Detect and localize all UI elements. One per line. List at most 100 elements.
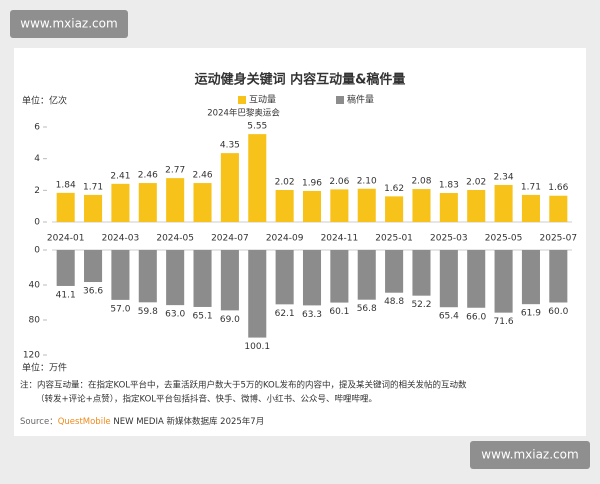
bar [302, 190, 322, 222]
value-label: 2.08 [411, 177, 431, 187]
y-axis-unit: 单位：亿次 [22, 95, 67, 107]
bar [330, 250, 349, 303]
value-label: 1.66 [548, 183, 568, 193]
bar [193, 250, 212, 307]
value-label: 1.71 [521, 182, 541, 192]
y2-axis-unit: 单位：万件 [22, 362, 67, 374]
x-tick-label: 2024-01 [47, 234, 85, 244]
y2-tick-label: 120 [23, 351, 40, 361]
value-label: 52.2 [411, 300, 431, 310]
value-label: 1.96 [302, 178, 322, 188]
bar [193, 183, 212, 222]
value-label: 100.1 [244, 342, 270, 352]
bar [549, 195, 568, 222]
note: 注：内容互动量：在指定KOL平台中，去重活跃用户数大于5万的KOL发布的内容中，… [20, 380, 467, 391]
bar [302, 250, 322, 306]
bar [467, 250, 486, 308]
source-text: NEW MEDIA 新媒体数据库 2025年7月 [111, 416, 265, 427]
bar [166, 250, 185, 306]
y-tick-label: 2 [34, 186, 40, 196]
watermark: www.mxiaz.com [481, 448, 578, 462]
value-label: 1.84 [56, 180, 76, 190]
value-label: 63.3 [302, 310, 322, 320]
bar [330, 189, 349, 222]
value-label: 61.9 [521, 309, 541, 319]
value-label: 2.10 [357, 176, 377, 186]
x-tick-label: 2025-07 [540, 234, 578, 244]
value-label: 48.8 [384, 297, 404, 307]
value-label: 2.02 [275, 178, 295, 188]
bar [412, 189, 431, 222]
legend-label: 互动量 [249, 95, 276, 106]
bar [56, 192, 75, 222]
value-label: 5.55 [247, 122, 267, 132]
value-label: 1.62 [384, 184, 404, 194]
y2-tick-label: 40 [29, 281, 41, 291]
bar [549, 250, 568, 303]
value-label: 66.0 [466, 312, 486, 322]
value-label: 2.02 [466, 178, 486, 188]
y2-tick-label: 80 [29, 316, 41, 326]
y2-tick-label: 0 [34, 246, 40, 256]
note: （转发+评论+点赞），指定KOL平台包括抖音、快手、微博、小红书、公众号、哔哩哔… [36, 394, 377, 405]
x-tick-label: 2024-11 [321, 234, 359, 244]
bar [111, 183, 130, 222]
bar [56, 250, 75, 286]
bar [275, 190, 294, 222]
bar [220, 250, 239, 311]
value-label: 2.77 [165, 166, 185, 176]
source-brand: QuestMobile [58, 417, 111, 427]
value-label: 4.35 [220, 141, 240, 151]
value-label: 59.8 [138, 307, 158, 317]
value-label: 60.1 [329, 307, 349, 317]
value-label: 1.83 [439, 181, 459, 191]
value-label: 36.6 [83, 287, 103, 297]
value-label: 69.0 [220, 315, 240, 325]
bar [248, 134, 267, 222]
bar [439, 193, 458, 222]
legend-swatch [336, 96, 344, 104]
x-tick-label: 2024-07 [211, 234, 249, 244]
bar [220, 153, 239, 222]
source-label: Source： [20, 417, 58, 427]
bar [467, 190, 486, 222]
source: Source：QuestMobile NEW MEDIA 新媒体数据库 2025… [20, 416, 264, 427]
x-tick-label: 2024-03 [102, 234, 140, 244]
bar [275, 250, 294, 305]
y-tick-label: 6 [34, 123, 40, 133]
value-label: 60.0 [548, 307, 568, 317]
chart-title: 运动健身关键词 内容互动量&稿件量 [195, 72, 406, 88]
bar [494, 184, 513, 222]
watermark-box [10, 10, 128, 38]
y-tick-label: 0 [34, 218, 40, 228]
x-tick-label: 2025-05 [485, 234, 523, 244]
value-label: 41.1 [56, 290, 76, 300]
watermark-box [470, 441, 590, 469]
value-label: 57.0 [110, 304, 130, 314]
value-label: 56.8 [357, 304, 377, 314]
bar [412, 250, 431, 296]
bar [84, 250, 103, 283]
bar [357, 250, 376, 300]
bar [111, 250, 130, 300]
x-tick-label: 2024-09 [266, 234, 304, 244]
bar [84, 194, 103, 222]
bar [521, 250, 540, 305]
bar [357, 188, 376, 222]
bar [166, 178, 185, 222]
bar [521, 194, 540, 222]
bar [138, 183, 157, 222]
legend-swatch [238, 96, 246, 104]
bar [385, 196, 404, 222]
value-label: 63.0 [165, 310, 185, 320]
bar [439, 250, 458, 308]
value-label: 65.4 [439, 312, 459, 322]
value-label: 62.1 [275, 309, 295, 319]
bar [494, 250, 513, 313]
legend-label: 稿件量 [347, 94, 374, 106]
value-label: 2.46 [193, 171, 213, 181]
value-label: 2.46 [138, 171, 158, 181]
y-tick-label: 4 [34, 154, 40, 164]
